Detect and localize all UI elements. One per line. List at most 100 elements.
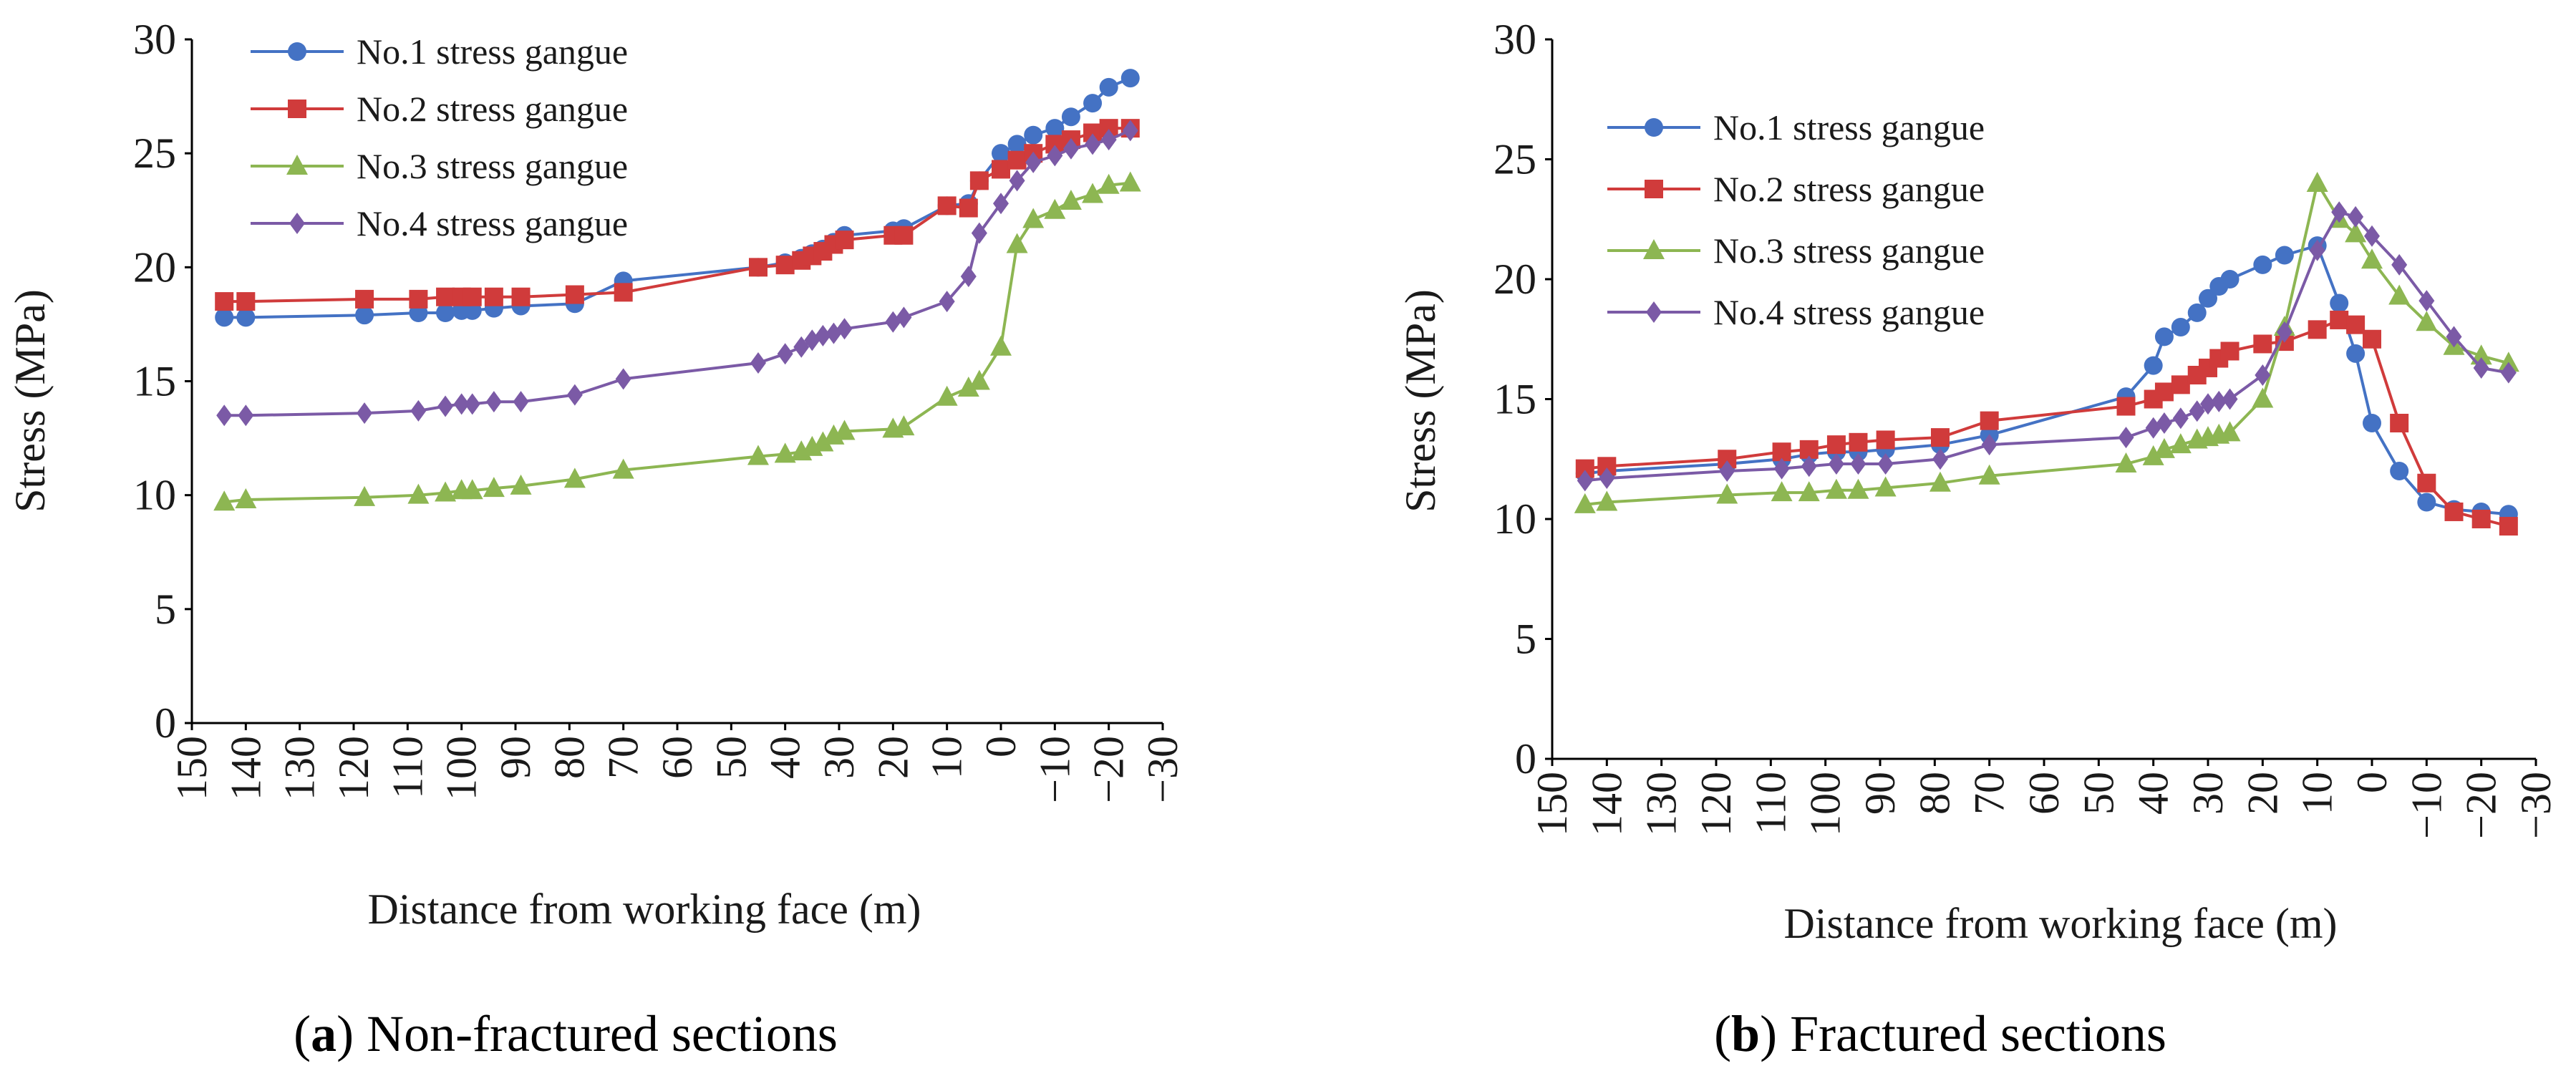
data-point-series-3 [1874,476,1897,497]
data-point-series-2 [463,287,482,306]
data-point-series-2 [1980,411,1999,430]
x-tick-label: 40 [762,736,809,779]
legend-marker [286,155,308,175]
legend-marker [288,100,306,118]
data-point-series-2 [992,160,1010,179]
data-point-series-3 [812,431,834,452]
y-axis-label-a: Stress (MPa) [6,289,54,513]
data-point-series-2 [436,287,455,306]
data-point-series-1 [2187,303,2207,322]
data-point-series-3 [774,442,796,463]
data-point-series-4 [357,402,373,425]
data-point-series-4 [216,404,233,427]
y-tick-label: 20 [133,243,176,291]
data-point-series-2 [2116,397,2136,416]
y-tick-label: 0 [155,699,176,747]
data-point-series-3 [2219,421,2241,442]
data-point-series-3 [1574,493,1596,513]
data-point-series-2 [1876,430,1895,450]
legend-label: No.4 stress gangue [357,203,628,243]
data-point-series-4 [793,336,810,358]
data-point-series-4 [1025,151,1042,173]
data-point-series-3 [1825,478,1847,499]
data-point-series-3 [893,415,915,436]
data-point-series-3 [2169,433,2192,454]
data-point-series-3 [1771,481,1793,502]
data-point-series-3 [1044,198,1066,219]
legend-label: No.2 stress gangue [357,89,628,129]
data-point-series-2 [511,287,531,306]
legend-label: No.1 stress gangue [357,31,628,72]
data-point-series-3 [833,420,856,440]
data-point-series-4 [939,291,955,313]
data-point-series-4 [1009,170,1025,192]
data-point-series-3 [1060,190,1082,210]
x-tick-label: 90 [492,736,539,779]
data-point-series-2 [937,196,957,215]
legend-marker [1645,180,1663,198]
data-point-series-4 [750,352,766,374]
data-point-series-2 [1849,432,1868,452]
x-tick-label: 40 [2130,772,2177,815]
data-point-series-4 [464,393,480,415]
data-point-series-3 [990,335,1012,356]
legend-label: No.1 stress gangue [1713,107,1985,147]
data-point-series-4 [437,395,454,417]
data-point-series-2 [2390,414,2409,432]
x-tick-label: 120 [1693,772,1740,836]
data-point-series-4 [615,368,631,390]
data-point-series-1 [2154,327,2174,346]
data-point-series-4 [1877,452,1894,475]
y-tick-label: 20 [1493,256,1536,303]
data-point-series-3 [354,485,376,506]
data-point-series-1 [1061,107,1080,127]
data-point-series-1 [1024,125,1043,145]
data-point-series-3 [235,488,257,509]
caption-a-letter: a [311,1005,336,1062]
legend-label: No.3 stress gangue [1713,231,1985,271]
data-point-series-1 [1083,94,1103,113]
x-tick-label: 110 [1747,772,1794,835]
data-point-series-4 [815,324,831,346]
data-point-series-4 [1773,457,1790,480]
data-point-series-4 [1850,452,1866,475]
data-point-series-2 [2154,382,2174,402]
data-point-series-1 [2144,356,2163,375]
data-point-series-2 [2471,510,2491,528]
data-point-series-4 [1719,460,1735,482]
x-tick-label: 20 [869,736,916,779]
data-point-series-3 [483,477,505,498]
data-point-series-4 [2473,357,2489,379]
data-point-series-2 [2417,473,2436,493]
data-point-series-3 [1716,483,1738,504]
data-point-series-3 [2497,352,2519,372]
data-point-series-2 [2499,517,2518,536]
data-point-series-2 [409,289,428,309]
data-point-series-3 [1847,478,1869,499]
data-point-series-2 [1007,150,1027,170]
data-point-series-1 [2330,294,2349,313]
data-point-series-2 [749,258,768,277]
caption-b-letter: b [1731,1005,1760,1062]
legend-marker [1646,301,1662,323]
data-point-series-1 [2199,289,2217,308]
x-tick-label: −30 [2512,772,2560,839]
data-point-series-3 [747,445,769,465]
data-point-series-4 [896,306,912,329]
x-tick-label: 50 [2075,772,2122,815]
data-point-series-1 [1099,77,1118,97]
data-point-series-4 [1577,470,1593,492]
data-point-series-3 [1082,183,1104,203]
data-point-series-4 [2172,407,2189,430]
data-point-series-2 [484,287,503,306]
data-point-series-4 [485,391,502,413]
data-point-series-4 [777,343,793,365]
data-point-series-1 [2220,270,2240,289]
y-tick-label: 15 [133,358,176,405]
data-point-series-2 [1826,435,1846,455]
x-tick-label: 70 [600,736,647,779]
x-tick-label: 30 [2184,772,2232,815]
caption-a: (a) Non-fractured sections [294,1005,838,1062]
data-point-series-3 [407,483,430,504]
